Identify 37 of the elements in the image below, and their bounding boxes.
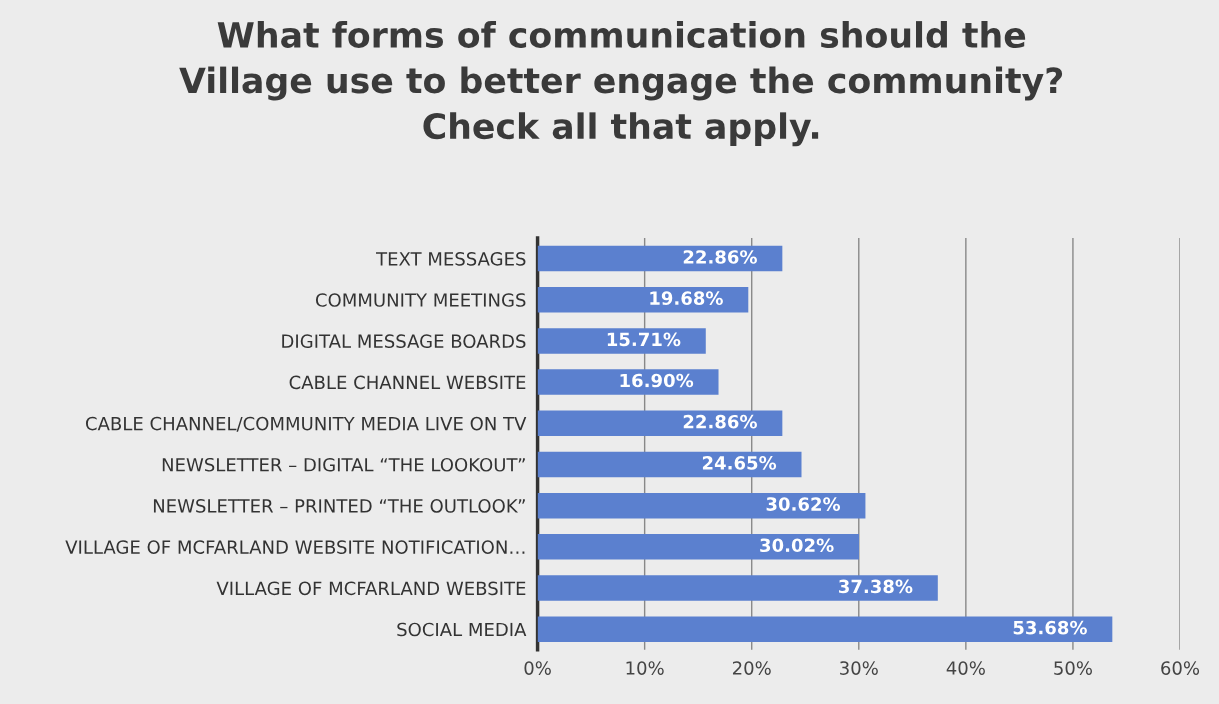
bar [537,369,719,395]
x-tick-label: 50% [1054,661,1092,675]
y-tick-label: CABLE CHANNEL WEBSITE [289,375,526,390]
bar [537,492,866,519]
y-tick-label: VILLAGE OF MCFARLAND WEBSITE NOTIFICATION… [65,540,525,554]
x-tick-label: 20% [732,661,771,675]
x-tick-label: 30% [840,661,878,675]
bar [537,328,706,354]
data-label: 30.62% [766,497,841,511]
data-label: 22.86% [683,250,757,264]
x-tick-label: 40% [946,661,985,675]
y-tick-label: VILLAGE OF MCFARLAND WEBSITE [216,581,526,596]
bar [537,245,783,272]
data-label: 15.71% [607,332,681,347]
data-label: 22.86% [683,414,757,429]
y-tick-label: COMMUNITY MEETINGS [315,293,526,307]
data-label: 53.68% [1013,620,1087,635]
bar [537,575,938,601]
data-label: 37.38% [839,579,913,594]
x-tick-label: 0% [524,661,551,675]
data-label: 19.68% [650,291,723,305]
y-tick-label: CABLE CHANNEL/COMMUNITY MEDIA LIVE ON TV [85,416,527,432]
data-label: 16.90% [620,373,694,388]
y-tick-label: DIGITAL MESSAGE BOARDS [282,334,526,349]
bar [537,451,802,478]
y-tick-label: TEXT MESSAGES [376,252,526,266]
bar [537,616,1113,642]
x-tick-label: 60% [1161,661,1200,675]
bar [537,534,859,560]
y-tick-label: NEWSLETTER – DIGITAL “THE LOOKOUT” [162,457,525,472]
data-label: 24.65% [702,456,777,470]
data-label: 30.02% [760,538,834,553]
y-tick-label: SOCIAL MEDIA [397,622,527,637]
y-tick-label: NEWSLETTER – PRINTED “THE OUTLOOK” [153,499,525,513]
x-tick-label: 10% [626,661,664,675]
bar [537,410,783,437]
chart-title: What forms of communication should the Village use to better engage the community? Check all that apply. [179,21,1063,147]
